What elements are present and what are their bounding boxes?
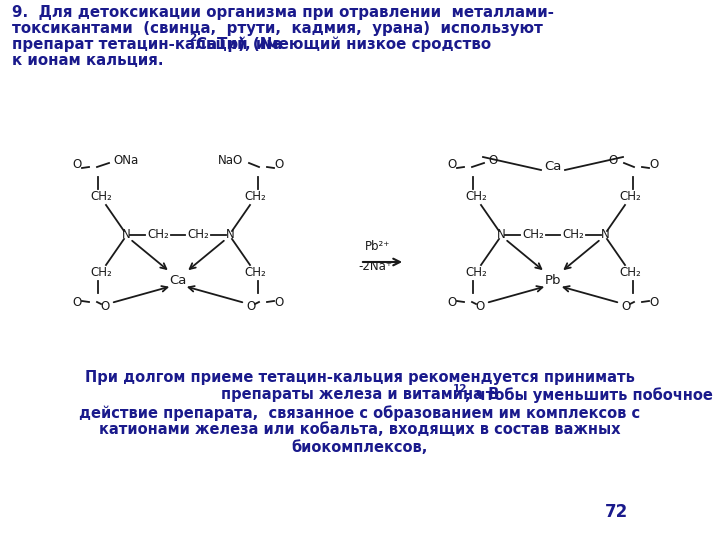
Text: действие препарата,  связанное с образованием им комплексов с: действие препарата, связанное с образова…: [79, 405, 641, 421]
Text: N: N: [600, 228, 609, 241]
Text: к ионам кальция.: к ионам кальция.: [12, 53, 163, 68]
Text: CH₂: CH₂: [90, 191, 112, 204]
Text: CH₂: CH₂: [619, 267, 641, 280]
Text: CH₂: CH₂: [523, 228, 544, 241]
Text: 9.  Для детоксикации организма при отравлении  металлами-: 9. Для детоксикации организма при отравл…: [12, 5, 554, 20]
Text: Ca: Ca: [169, 273, 186, 287]
Text: 2: 2: [189, 33, 197, 43]
Text: O: O: [73, 159, 81, 172]
Text: CH₂: CH₂: [619, 191, 641, 204]
Text: CH₂: CH₂: [244, 191, 266, 204]
Text: CH₂: CH₂: [90, 267, 112, 280]
Text: N: N: [122, 228, 130, 241]
Text: 12: 12: [453, 383, 467, 394]
Text: O: O: [649, 296, 659, 309]
Text: CH₂: CH₂: [562, 228, 584, 241]
Text: Pb: Pb: [545, 273, 562, 287]
Text: O: O: [649, 159, 659, 172]
Text: CH₂: CH₂: [465, 267, 487, 280]
Text: CaTp), имеющий низкое сродство: CaTp), имеющий низкое сродство: [196, 37, 491, 52]
Text: -2Na⁺: -2Na⁺: [358, 260, 392, 273]
Text: CH₂: CH₂: [187, 228, 209, 241]
Text: O: O: [621, 300, 631, 314]
Text: O: O: [100, 300, 109, 314]
Text: , чтобы уменьшить побочное: , чтобы уменьшить побочное: [465, 388, 713, 403]
Text: O: O: [488, 154, 498, 167]
Text: препарат тетацин-кальций (Na: препарат тетацин-кальций (Na: [12, 37, 282, 52]
Text: CH₂: CH₂: [244, 267, 266, 280]
Text: биокомплексов,: биокомплексов,: [292, 440, 428, 455]
Text: При долгом приеме тетацин-кальция рекомендуется принимать: При долгом приеме тетацин-кальция рекоме…: [85, 370, 635, 385]
Text: CH₂: CH₂: [148, 228, 169, 241]
Text: N: N: [225, 228, 235, 241]
Text: CH₂: CH₂: [465, 191, 487, 204]
Text: катионами железа или кобальта, входящих в состав важных: катионами железа или кобальта, входящих …: [99, 422, 621, 437]
Text: O: O: [608, 154, 618, 167]
Text: O: O: [475, 300, 485, 314]
Text: ONa: ONa: [113, 154, 138, 167]
Text: препараты железа и витамина B: препараты железа и витамина B: [221, 388, 499, 402]
Text: Pb²⁺: Pb²⁺: [365, 240, 390, 253]
Text: NaO: NaO: [217, 154, 243, 167]
Text: O: O: [73, 296, 81, 309]
Text: O: O: [246, 300, 256, 314]
Text: O: O: [447, 159, 456, 172]
Text: Ca: Ca: [544, 159, 562, 172]
Text: O: O: [274, 296, 284, 309]
Text: N: N: [497, 228, 505, 241]
Text: O: O: [447, 296, 456, 309]
Text: 72: 72: [606, 503, 629, 521]
Text: токсикантами  (свинца,  ртути,  кадмия,  урана)  используют: токсикантами (свинца, ртути, кадмия, ура…: [12, 21, 543, 36]
Text: O: O: [274, 159, 284, 172]
